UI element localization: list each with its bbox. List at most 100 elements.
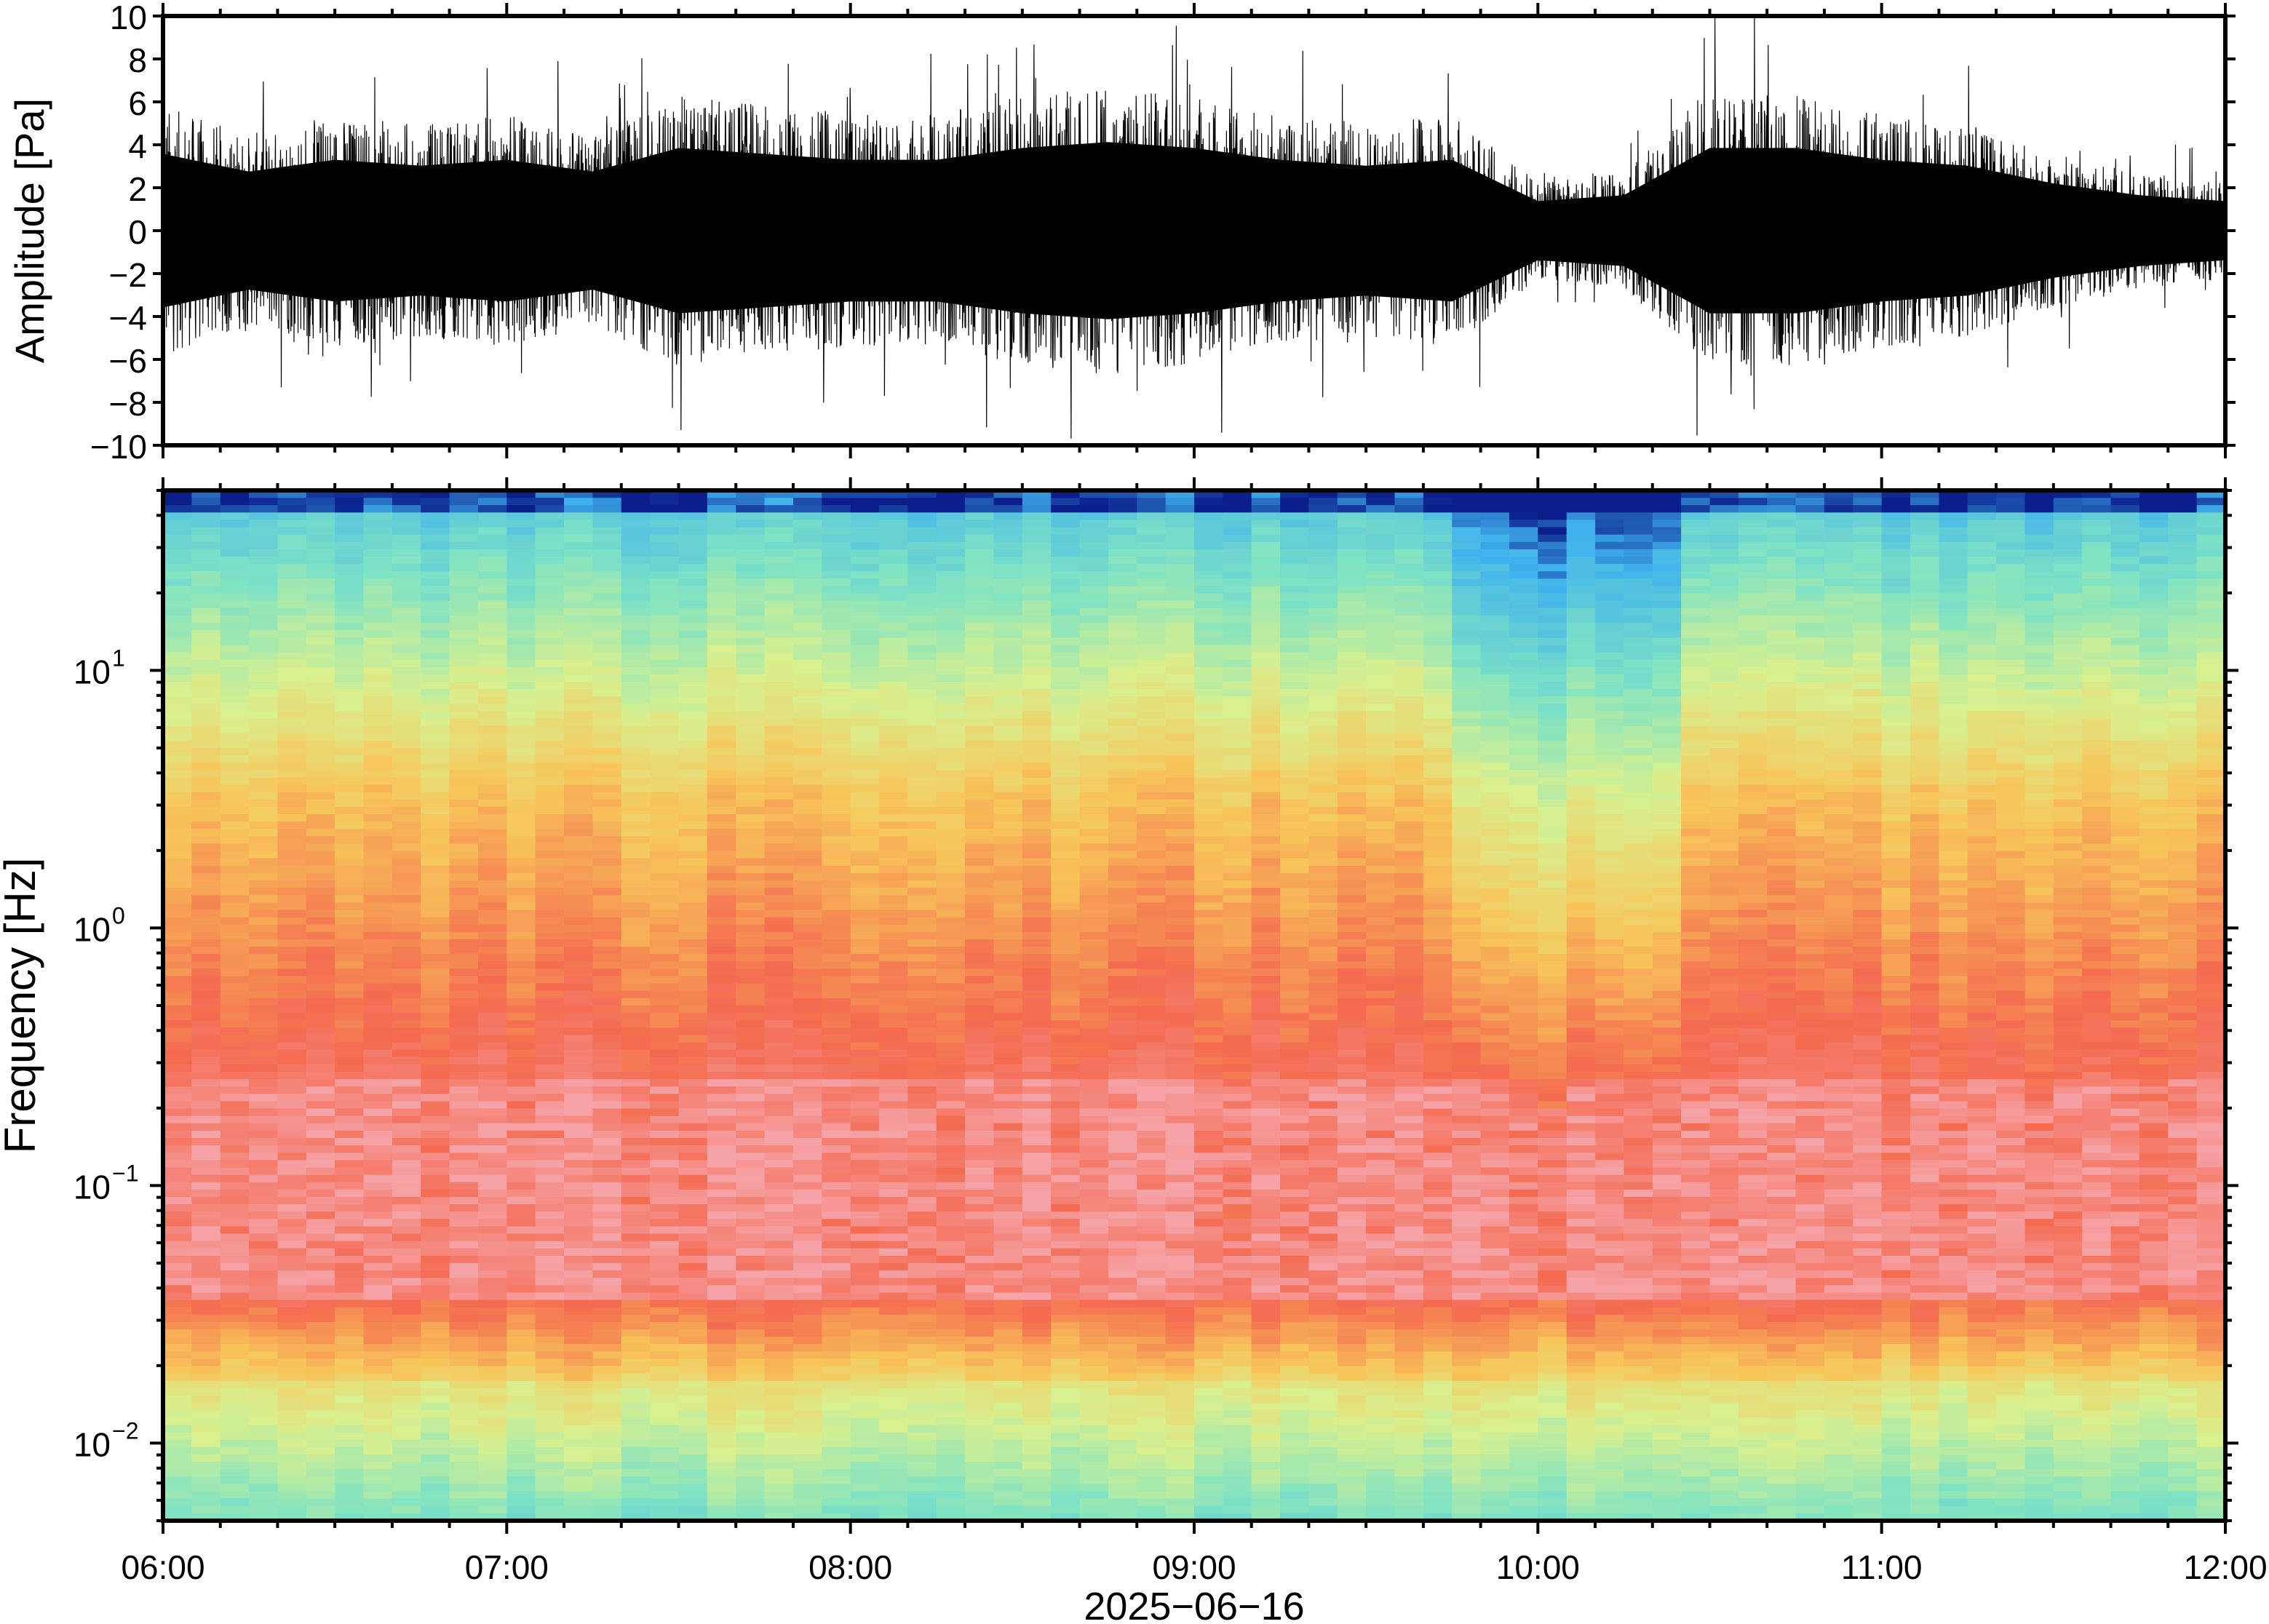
spectrogram-cell: [736, 1505, 766, 1514]
spectrogram-cell: [506, 872, 536, 881]
spectrogram-cell: [277, 931, 307, 940]
spectrogram-cell: [392, 763, 422, 771]
spectrogram-cell: [449, 1396, 479, 1404]
spectrogram-cell: [249, 1366, 279, 1374]
spectrogram-cell: [191, 1123, 221, 1131]
spectrogram-cell: [936, 1145, 966, 1154]
spectrogram-cell: [564, 799, 594, 808]
spectrogram-cell: [535, 1233, 565, 1242]
spectrogram-cell: [249, 902, 279, 911]
spectrogram-cell: [822, 1446, 851, 1455]
spectrogram-cell: [564, 1491, 594, 1500]
spectrogram-cell: [163, 947, 193, 955]
spectrogram-cell: [592, 1307, 622, 1315]
spectrogram-cell: [1079, 1035, 1109, 1043]
spectrogram-cell: [736, 1233, 766, 1242]
spectrogram-cell: [249, 1042, 279, 1051]
spectrogram-cell: [822, 1366, 851, 1374]
spectrogram-cell: [764, 1035, 794, 1043]
spectrogram-cell: [822, 1064, 851, 1072]
spectrogram-cell: [707, 1182, 737, 1190]
spectrogram-cell: [564, 1337, 594, 1345]
spectrogram-cell: [621, 836, 651, 845]
spectrogram-cell: [335, 593, 365, 602]
spectrogram-cell: [535, 1307, 565, 1315]
spectrogram-cell: [335, 1145, 365, 1154]
spectrogram-cell: [736, 1329, 766, 1337]
spectrogram-cell: [306, 1299, 335, 1308]
spectrogram-cell: [277, 1160, 307, 1169]
spectrogram-cell: [392, 1417, 422, 1426]
spectrogram-cell: [792, 1484, 823, 1492]
spectrogram-cell: [650, 1329, 680, 1337]
spectrogram-cell: [535, 1226, 565, 1235]
spectrogram-cell: [1022, 888, 1052, 896]
spectrogram-cell: [477, 1174, 508, 1183]
spectrogram-cell: [477, 1278, 508, 1286]
spectrogram-cell: [1022, 541, 1052, 550]
spectrogram-cell: [335, 1138, 365, 1146]
spectrogram-cell: [736, 990, 766, 999]
spectrogram-cell: [306, 1255, 335, 1264]
spectrogram-cell: [191, 917, 221, 926]
spectrogram-cell: [363, 534, 393, 543]
spectrogram-cell: [506, 711, 536, 720]
spectrogram-cell: [936, 1314, 966, 1323]
spectrogram-cell: [449, 1204, 479, 1212]
spectrogram-cell: [993, 1241, 1023, 1249]
spectrogram-cell: [1022, 1505, 1052, 1514]
spectrogram-cell: [1022, 1417, 1052, 1426]
spectrogram-cell: [363, 931, 393, 940]
spectrogram-cell: [1051, 1307, 1081, 1315]
spectrogram-cell: [277, 792, 307, 800]
spectrogram-cell: [993, 1233, 1023, 1242]
spectrogram-cell: [879, 1358, 909, 1367]
spectrogram-cell: [621, 990, 651, 999]
spectrogram-cell: [736, 1211, 766, 1220]
spectrogram-cell: [564, 1138, 594, 1146]
spectrogram-cell: [678, 843, 708, 852]
spectrogram-cell: [249, 1086, 279, 1095]
spectrogram-cell: [1051, 909, 1081, 918]
spectrogram-cell: [249, 1204, 279, 1212]
spectrogram-cell: [191, 593, 221, 602]
spectrogram-cell: [1022, 931, 1052, 940]
spectrogram-cell: [936, 1182, 966, 1190]
spectrogram-cell: [707, 909, 737, 918]
spectrogram-cell: [1108, 902, 1138, 911]
spectrogram-cell: [822, 1101, 851, 1110]
spectrogram-cell: [220, 792, 250, 800]
spectrogram-cell: [535, 564, 565, 573]
spectrogram-cell: [621, 586, 651, 594]
spectrogram-cell: [678, 1138, 708, 1146]
spectrogram-cell: [592, 1042, 622, 1051]
spectrogram-cell: [822, 505, 851, 514]
spectrogram-cell: [678, 1255, 708, 1264]
spectrogram-cell: [163, 725, 193, 734]
spectrogram-cell: [421, 1226, 450, 1235]
spectrogram-cell: [822, 792, 851, 800]
spectrogram-cell: [792, 917, 823, 926]
spectrogram-cell: [792, 1373, 823, 1382]
spectrogram-cell: [907, 1270, 937, 1279]
spectrogram-cell: [736, 777, 766, 786]
spectrogram-cell: [477, 1248, 508, 1257]
spectrogram-cell: [764, 998, 794, 1006]
spectrogram-cell: [650, 1189, 680, 1198]
spectrogram-cell: [535, 1358, 565, 1367]
spectrogram-cell: [335, 1086, 365, 1095]
spectrogram-cell: [621, 557, 651, 565]
spectrogram-cell: [163, 659, 193, 668]
spectrogram-cell: [335, 718, 365, 727]
spectrogram-cell: [678, 1314, 708, 1323]
spectrogram-cell: [1051, 777, 1081, 786]
spectrogram-cell: [993, 888, 1023, 896]
spectrogram-cell: [592, 1123, 622, 1131]
spectrogram-cell: [736, 1072, 766, 1080]
spectrogram-cell: [1022, 880, 1052, 888]
spectrogram-cell: [564, 696, 594, 705]
spectrogram-cell: [220, 711, 250, 720]
spectrogram-cell: [335, 858, 365, 867]
spectrogram-cell: [506, 1020, 536, 1029]
spectrogram-cell: [792, 1006, 823, 1014]
